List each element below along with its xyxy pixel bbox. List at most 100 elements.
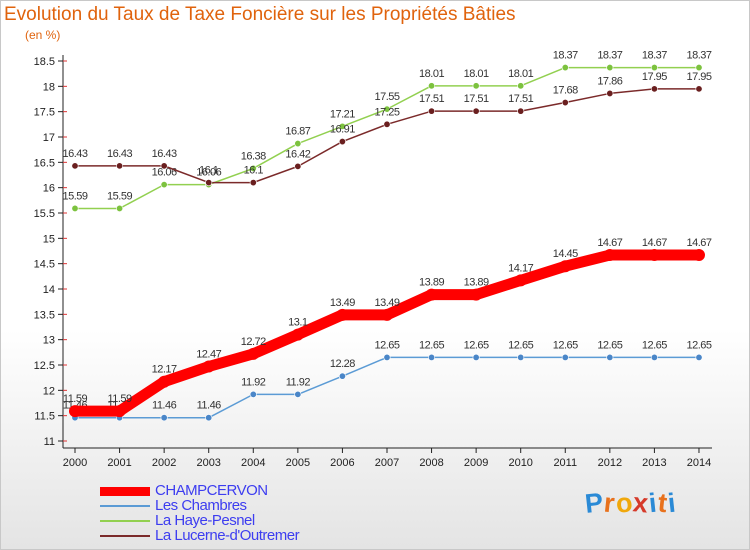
data-label: 12.28: [330, 358, 355, 370]
data-point: [380, 308, 393, 321]
data-point: [650, 64, 658, 72]
data-point: [294, 162, 302, 170]
data-point: [338, 122, 346, 130]
data-point: [428, 353, 436, 361]
data-label: 17.86: [597, 75, 622, 87]
x-tick-label: 2005: [286, 457, 310, 469]
data-point: [472, 107, 480, 115]
y-tick-label: 13: [43, 335, 55, 347]
data-label: 11.59: [63, 393, 88, 405]
data-label: 18.01: [419, 68, 444, 80]
data-label: 17.95: [686, 71, 711, 83]
data-label: 12.72: [241, 336, 266, 348]
data-label: 14.67: [686, 237, 711, 249]
x-tick-label: 2009: [464, 457, 488, 469]
data-point: [606, 89, 614, 97]
data-point: [291, 328, 304, 341]
legend-swatch: [100, 535, 150, 537]
data-label: 15.59: [107, 190, 132, 202]
data-label: 16.87: [285, 126, 310, 138]
data-label: 17.55: [374, 91, 399, 103]
data-label: 18.37: [642, 50, 667, 62]
data-label: 11.59: [107, 393, 132, 405]
data-label: 16.1: [244, 165, 264, 177]
data-label: 12.65: [419, 339, 444, 351]
legend-label: Les Chambres: [155, 497, 247, 514]
y-tick-label: 12.5: [34, 360, 55, 372]
legend-swatch: [100, 486, 150, 496]
x-tick-label: 2010: [508, 457, 532, 469]
data-point: [383, 353, 391, 361]
data-label: 13.89: [419, 277, 444, 289]
data-point: [247, 347, 260, 360]
data-label: 16.43: [62, 148, 87, 160]
y-tick-label: 12: [43, 385, 55, 397]
data-point: [338, 372, 346, 380]
x-tick-label: 2011: [553, 457, 577, 469]
y-tick-label: 15: [43, 233, 55, 245]
x-tick-label: 2000: [63, 457, 87, 469]
logo-letter: i: [665, 487, 678, 519]
data-point: [71, 204, 79, 212]
x-tick-label: 2007: [375, 457, 399, 469]
data-label: 11.92: [241, 376, 266, 388]
y-tick-label: 11: [44, 436, 55, 448]
data-label: 12.65: [686, 339, 711, 351]
data-point: [470, 288, 483, 301]
data-label: 12.65: [374, 339, 399, 351]
legend-label: La Lucerne-d'Outremer: [155, 527, 300, 544]
data-point: [205, 179, 213, 187]
data-point: [472, 82, 480, 90]
data-label: 11.92: [286, 376, 311, 388]
x-tick-label: 2014: [687, 457, 711, 469]
data-point: [294, 140, 302, 148]
data-label: 12.65: [553, 339, 578, 351]
chart-title: Evolution du Taux de Taxe Foncière sur l…: [4, 4, 516, 25]
data-point: [695, 85, 703, 93]
data-label: 18.37: [597, 50, 622, 62]
legend-label: La Haye-Pesnel: [155, 512, 255, 529]
data-label: 16.06: [196, 167, 221, 179]
series-line-3: [69, 249, 705, 417]
legend-label: CHAMPCERVON: [155, 482, 268, 499]
data-point: [517, 107, 525, 115]
data-label: 14.45: [553, 248, 578, 260]
data-label: 17.51: [508, 93, 533, 105]
y-tick-label: 18.5: [34, 56, 55, 68]
data-label: 18.01: [508, 68, 533, 80]
data-point: [294, 390, 302, 398]
data-point: [517, 353, 525, 361]
legend-swatch: [100, 505, 150, 507]
data-label: 17.95: [642, 71, 667, 83]
x-tick-label: 2001: [107, 457, 131, 469]
data-point: [428, 82, 436, 90]
data-label: 11.46: [197, 400, 222, 412]
data-label: 11.46: [152, 400, 177, 412]
data-point: [338, 138, 346, 146]
data-point: [650, 85, 658, 93]
data-point: [116, 162, 124, 170]
data-point: [650, 353, 658, 361]
data-point: [561, 353, 569, 361]
y-tick-label: 16.5: [34, 157, 55, 169]
data-point: [514, 274, 527, 287]
data-label: 12.65: [508, 339, 533, 351]
y-tick-label: 17: [43, 132, 55, 144]
data-label: 17.68: [553, 85, 578, 97]
data-point: [249, 164, 257, 172]
x-tick-label: 2012: [598, 457, 622, 469]
x-tick-label: 2004: [241, 457, 265, 469]
y-tick-label: 11.5: [34, 411, 55, 423]
y-tick-label: 13.5: [34, 309, 55, 321]
y-unit-label: (en %): [25, 28, 61, 42]
data-point: [71, 162, 79, 170]
y-tick-label: 18: [43, 81, 55, 93]
data-label: 18.37: [686, 50, 711, 62]
data-point: [472, 353, 480, 361]
data-point: [160, 181, 168, 189]
data-point: [425, 288, 438, 301]
data-label: 14.67: [642, 237, 667, 249]
data-point: [428, 107, 436, 115]
data-label: 12.65: [597, 339, 622, 351]
data-point: [695, 64, 703, 72]
